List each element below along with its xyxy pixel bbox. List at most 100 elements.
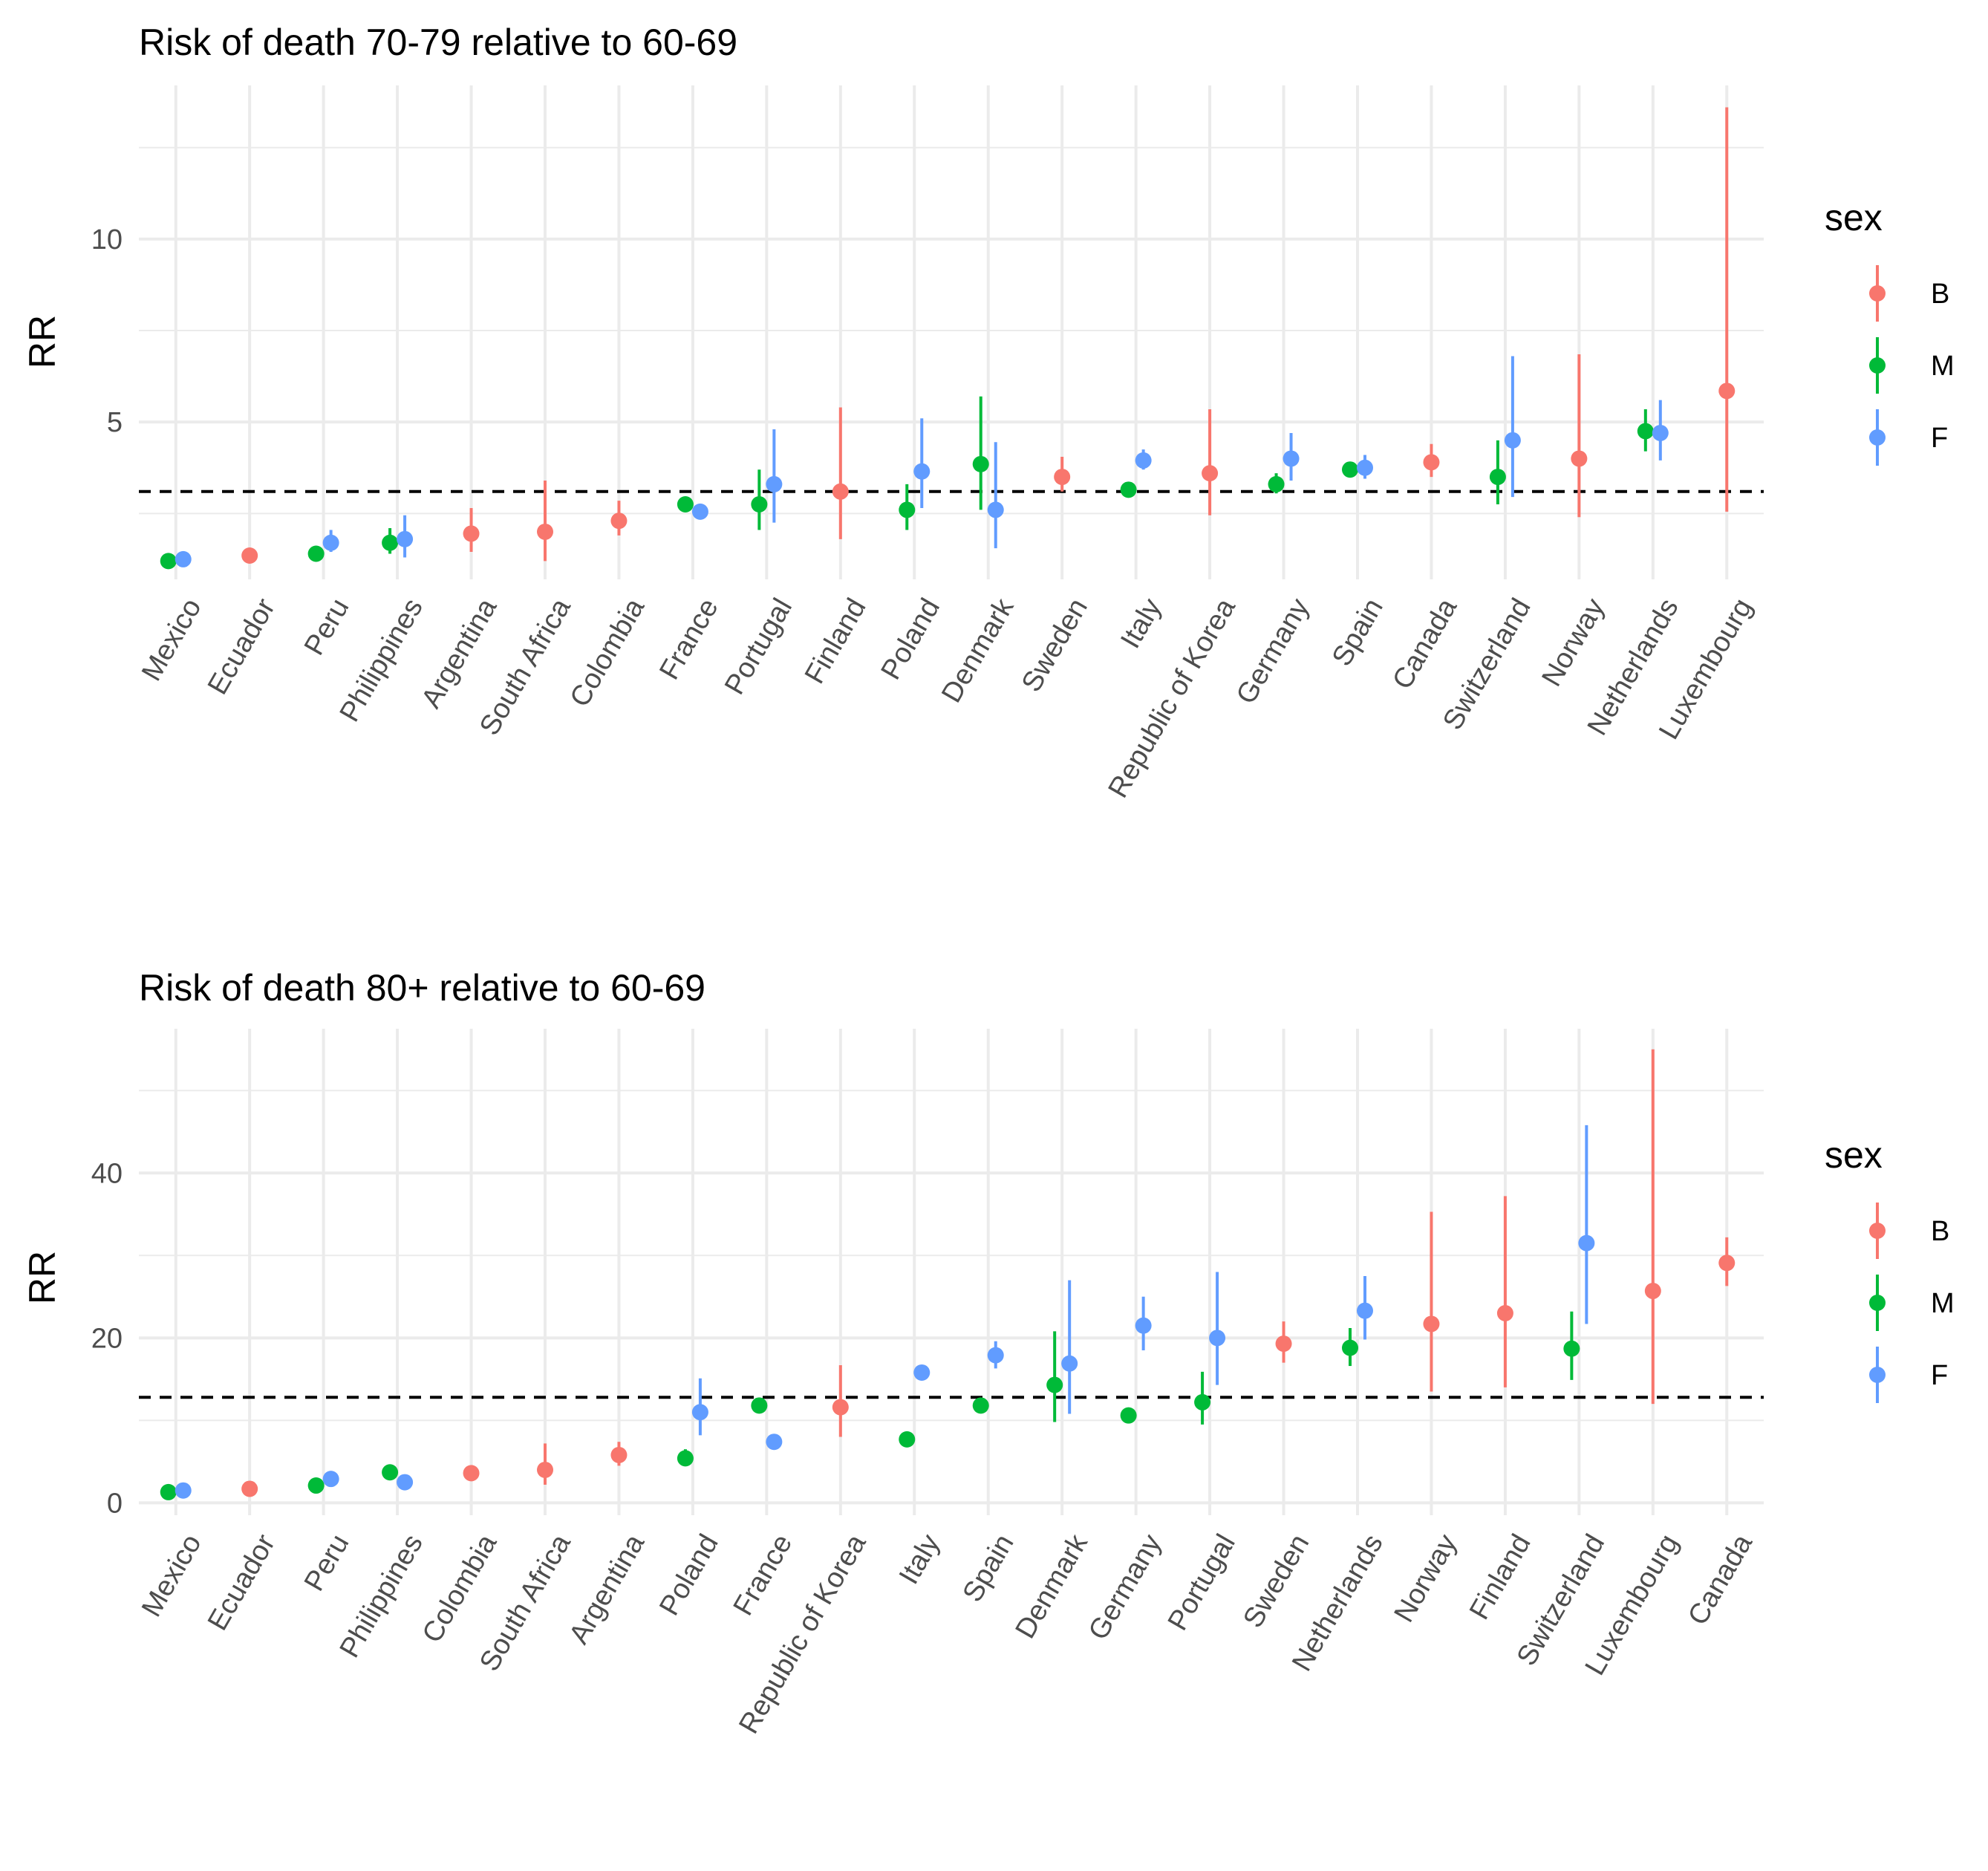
point-F-poland (913, 463, 931, 480)
point-B-finland (1496, 1305, 1513, 1322)
chart-2-gridlines (139, 1029, 1764, 1515)
point-B-ecuador (241, 547, 258, 564)
point-B-republic-of-korea (832, 1399, 849, 1416)
point-M-netherlands (1637, 423, 1654, 440)
chart-1-gridlines (139, 85, 1764, 579)
point-B-canada (1423, 454, 1440, 471)
point-M-france (751, 1397, 768, 1414)
legend-key-point-B (1869, 1223, 1886, 1239)
y-tick-label: 0 (107, 1488, 123, 1519)
point-B-sweden (1275, 1335, 1292, 1353)
point-M-spain (972, 1397, 989, 1414)
legend-key-point-M (1869, 357, 1886, 374)
legend-label-F: F (1931, 423, 1948, 454)
point-M-mexico (160, 1483, 177, 1500)
point-M-switzerland (1489, 469, 1506, 486)
point-B-luxembourg (1718, 383, 1736, 400)
point-F-poland (691, 1404, 708, 1421)
point-B-canada (1718, 1255, 1736, 1272)
point-F-italy (913, 1364, 931, 1381)
point-F-peru (322, 534, 339, 551)
point-M-poland (677, 1450, 694, 1467)
legend-key-point-F (1869, 429, 1886, 446)
point-M-germany (1120, 1407, 1137, 1424)
chart-2-legend-title: sex (1825, 1134, 1883, 1176)
point-M-italy (1120, 481, 1137, 498)
point-B-south-africa (537, 523, 553, 540)
point-F-spain (1357, 459, 1373, 476)
point-M-peru (307, 1477, 325, 1494)
legend-key-point-B (1869, 285, 1886, 302)
point-B-argentina (610, 1446, 628, 1463)
point-F-switzerland (1504, 432, 1521, 449)
point-M-portugal (751, 496, 768, 513)
point-F-germany (1135, 1317, 1152, 1334)
chart-1-title: Risk of death 70-79 relative to 60-69 (139, 22, 737, 63)
legend-label-B: B (1931, 279, 1949, 310)
chart-2-y-axis-label: RR (22, 1251, 63, 1304)
point-B-colombia (610, 513, 628, 530)
legend-label-B: B (1931, 1216, 1949, 1247)
y-tick-label: 5 (107, 407, 123, 438)
legend-label-M: M (1931, 1288, 1955, 1319)
point-B-norway (1571, 450, 1588, 467)
point-B-finland (832, 483, 849, 500)
point-B-republic-of-korea (1202, 465, 1219, 482)
point-F-netherlands (1357, 1302, 1373, 1319)
point-F-philippines (397, 1474, 414, 1491)
point-M-netherlands (1342, 1339, 1358, 1356)
point-F-portugal (1209, 1330, 1226, 1347)
chart-1-y-axis-label: RR (22, 315, 63, 368)
y-tick-label: 10 (91, 224, 123, 256)
point-M-denmark (1046, 1376, 1063, 1393)
chart-2-legend: sex B M F (1825, 1134, 1955, 1403)
point-M-portugal (1194, 1393, 1211, 1410)
legend-key-point-F (1869, 1367, 1886, 1383)
point-M-poland (899, 501, 916, 518)
point-F-mexico (175, 550, 192, 567)
point-F-france (766, 1434, 783, 1451)
chart-1-legend: sex B M F (1825, 197, 1955, 466)
point-F-peru (322, 1471, 339, 1488)
point-M-mexico (160, 553, 177, 570)
point-M-denmark (972, 455, 989, 472)
chart-1-legend-title: sex (1825, 197, 1883, 238)
point-M-philippines (382, 534, 399, 551)
y-tick-label: 20 (91, 1323, 123, 1354)
chart-2-y-ticks: 0 20 40 (91, 1158, 123, 1519)
y-tick-label: 40 (91, 1158, 123, 1189)
legend-label-M: M (1931, 351, 1955, 382)
point-F-france (691, 503, 708, 520)
point-B-norway (1423, 1315, 1440, 1333)
chart-1-y-ticks: 5 10 (91, 224, 123, 438)
point-M-peru (307, 545, 325, 562)
legend-label-F: F (1931, 1360, 1948, 1391)
point-M-france (677, 496, 694, 513)
point-F-germany (1283, 450, 1300, 467)
chart-2-title: Risk of death 80+ relative to 60-69 (139, 967, 705, 1009)
point-F-denmark (987, 501, 1004, 518)
point-M-philippines (382, 1464, 399, 1481)
chart-2-marks (139, 1049, 1764, 1500)
point-F-denmark (1061, 1355, 1078, 1372)
point-F-switzerland (1578, 1234, 1595, 1252)
legend-key-point-M (1869, 1295, 1886, 1311)
point-F-portugal (766, 475, 783, 492)
point-M-spain (1342, 461, 1358, 478)
point-M-germany (1268, 475, 1285, 492)
point-B-ecuador (241, 1480, 258, 1497)
point-B-south-africa (537, 1461, 553, 1478)
point-M-italy (899, 1431, 916, 1448)
chart-1-marks (139, 107, 1764, 570)
point-F-netherlands (1652, 424, 1669, 441)
point-B-luxembourg (1644, 1283, 1661, 1300)
point-F-italy (1135, 452, 1152, 469)
point-F-philippines (397, 530, 414, 547)
point-F-mexico (175, 1482, 192, 1499)
point-M-switzerland (1563, 1340, 1580, 1357)
point-B-argentina (463, 525, 480, 542)
point-B-colombia (463, 1465, 480, 1482)
point-B-sweden (1054, 469, 1071, 486)
